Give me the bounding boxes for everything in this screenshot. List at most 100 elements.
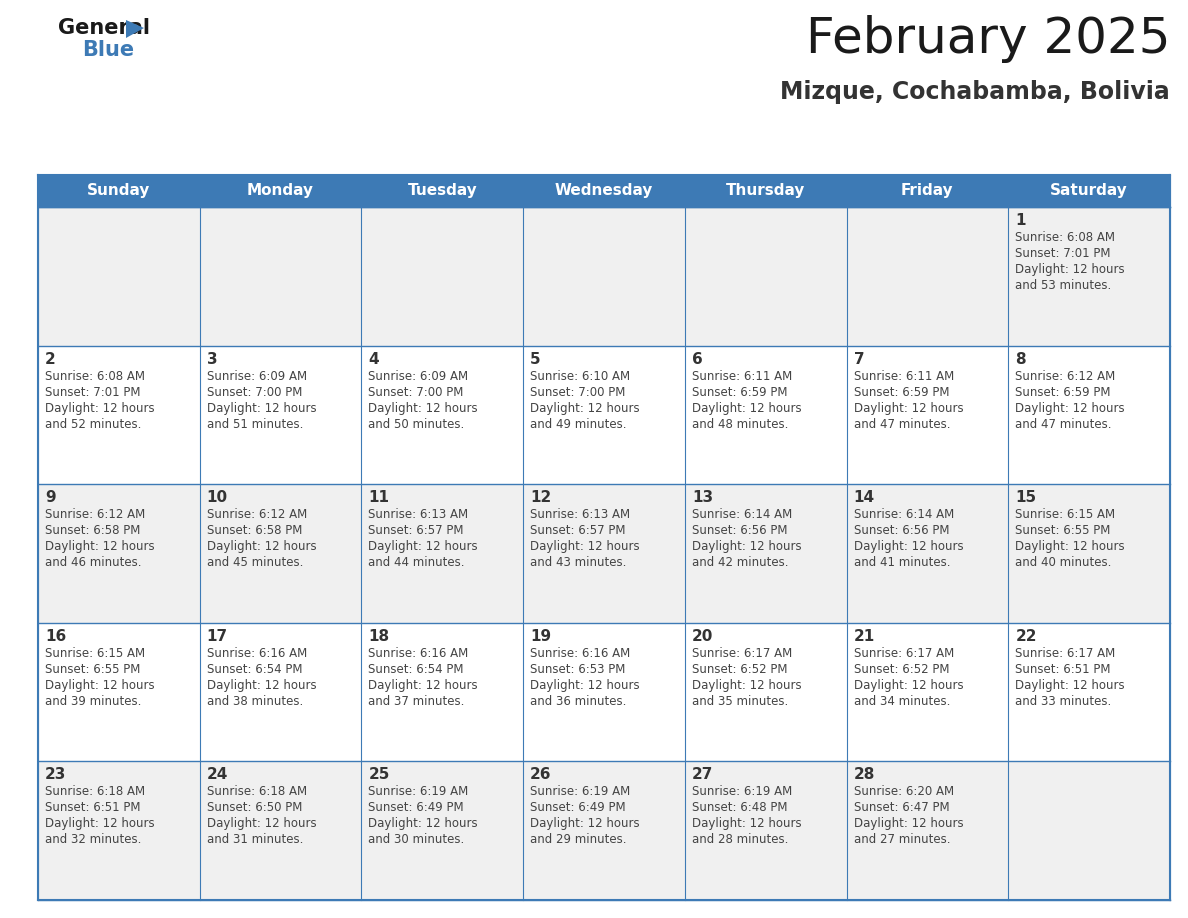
Text: 24: 24 [207, 767, 228, 782]
Text: Sunrise: 6:12 AM: Sunrise: 6:12 AM [207, 509, 307, 521]
Text: Daylight: 12 hours: Daylight: 12 hours [853, 678, 963, 692]
Text: 25: 25 [368, 767, 390, 782]
Text: 27: 27 [691, 767, 713, 782]
Text: Sunset: 6:52 PM: Sunset: 6:52 PM [853, 663, 949, 676]
Text: Sunset: 6:58 PM: Sunset: 6:58 PM [45, 524, 140, 537]
Text: and 33 minutes.: and 33 minutes. [1016, 695, 1112, 708]
Text: 20: 20 [691, 629, 713, 644]
Text: Daylight: 12 hours: Daylight: 12 hours [853, 540, 963, 554]
Text: and 47 minutes.: and 47 minutes. [853, 418, 950, 431]
Text: Sunrise: 6:13 AM: Sunrise: 6:13 AM [530, 509, 631, 521]
Text: Sunrise: 6:18 AM: Sunrise: 6:18 AM [207, 786, 307, 799]
Text: Sunset: 6:49 PM: Sunset: 6:49 PM [368, 801, 465, 814]
Text: 19: 19 [530, 629, 551, 644]
Text: Sunset: 6:58 PM: Sunset: 6:58 PM [207, 524, 302, 537]
Text: and 30 minutes.: and 30 minutes. [368, 834, 465, 846]
Text: 6: 6 [691, 352, 702, 366]
Text: Monday: Monday [247, 184, 314, 198]
Text: Sunset: 6:54 PM: Sunset: 6:54 PM [207, 663, 302, 676]
Text: and 38 minutes.: and 38 minutes. [207, 695, 303, 708]
Text: General: General [58, 18, 150, 38]
Text: Daylight: 12 hours: Daylight: 12 hours [207, 401, 316, 415]
Text: Friday: Friday [902, 184, 954, 198]
Text: Sunset: 6:56 PM: Sunset: 6:56 PM [853, 524, 949, 537]
Text: Sunrise: 6:17 AM: Sunrise: 6:17 AM [853, 647, 954, 660]
Text: Daylight: 12 hours: Daylight: 12 hours [207, 817, 316, 831]
Text: and 28 minutes.: and 28 minutes. [691, 834, 788, 846]
Text: and 39 minutes.: and 39 minutes. [45, 695, 141, 708]
Text: and 48 minutes.: and 48 minutes. [691, 418, 788, 431]
Text: Sunset: 7:00 PM: Sunset: 7:00 PM [368, 386, 463, 398]
Text: Sunset: 6:59 PM: Sunset: 6:59 PM [691, 386, 788, 398]
Text: Sunrise: 6:20 AM: Sunrise: 6:20 AM [853, 786, 954, 799]
Text: and 46 minutes.: and 46 minutes. [45, 556, 141, 569]
Text: Daylight: 12 hours: Daylight: 12 hours [207, 678, 316, 692]
Text: Daylight: 12 hours: Daylight: 12 hours [530, 401, 640, 415]
Text: Sunset: 6:47 PM: Sunset: 6:47 PM [853, 801, 949, 814]
Text: 26: 26 [530, 767, 551, 782]
Text: 17: 17 [207, 629, 228, 644]
Text: Sunrise: 6:15 AM: Sunrise: 6:15 AM [1016, 509, 1116, 521]
Text: and 40 minutes.: and 40 minutes. [1016, 556, 1112, 569]
Text: Sunset: 6:55 PM: Sunset: 6:55 PM [1016, 524, 1111, 537]
Text: Daylight: 12 hours: Daylight: 12 hours [1016, 401, 1125, 415]
Bar [38, 175, 1170, 207]
Text: Sunset: 6:52 PM: Sunset: 6:52 PM [691, 663, 788, 676]
Bar [38, 622, 1170, 761]
Text: Sunrise: 6:11 AM: Sunrise: 6:11 AM [691, 370, 792, 383]
Text: 7: 7 [853, 352, 864, 366]
Text: Sunrise: 6:14 AM: Sunrise: 6:14 AM [853, 509, 954, 521]
Text: Daylight: 12 hours: Daylight: 12 hours [530, 540, 640, 554]
Text: Sunrise: 6:19 AM: Sunrise: 6:19 AM [368, 786, 469, 799]
Text: 3: 3 [207, 352, 217, 366]
Text: Daylight: 12 hours: Daylight: 12 hours [368, 678, 478, 692]
Text: Sunrise: 6:08 AM: Sunrise: 6:08 AM [1016, 231, 1116, 244]
Text: Wednesday: Wednesday [555, 184, 653, 198]
Text: Sunrise: 6:16 AM: Sunrise: 6:16 AM [530, 647, 631, 660]
Text: Sunset: 7:00 PM: Sunset: 7:00 PM [207, 386, 302, 398]
Text: Saturday: Saturday [1050, 184, 1129, 198]
Text: Daylight: 12 hours: Daylight: 12 hours [1016, 540, 1125, 554]
Text: Daylight: 12 hours: Daylight: 12 hours [691, 678, 802, 692]
Text: Mizque, Cochabamba, Bolivia: Mizque, Cochabamba, Bolivia [781, 80, 1170, 104]
Text: Daylight: 12 hours: Daylight: 12 hours [368, 401, 478, 415]
Text: Sunset: 7:01 PM: Sunset: 7:01 PM [1016, 247, 1111, 260]
Text: Daylight: 12 hours: Daylight: 12 hours [691, 540, 802, 554]
Text: Sunset: 6:49 PM: Sunset: 6:49 PM [530, 801, 626, 814]
Text: February 2025: February 2025 [805, 15, 1170, 63]
Text: Sunset: 6:51 PM: Sunset: 6:51 PM [45, 801, 140, 814]
Text: and 31 minutes.: and 31 minutes. [207, 834, 303, 846]
Text: and 29 minutes.: and 29 minutes. [530, 834, 626, 846]
Text: Sunrise: 6:08 AM: Sunrise: 6:08 AM [45, 370, 145, 383]
Text: and 50 minutes.: and 50 minutes. [368, 418, 465, 431]
Text: 9: 9 [45, 490, 56, 505]
Text: 21: 21 [853, 629, 874, 644]
Text: 2: 2 [45, 352, 56, 366]
Text: and 32 minutes.: and 32 minutes. [45, 834, 141, 846]
Text: and 42 minutes.: and 42 minutes. [691, 556, 789, 569]
Text: Sunset: 6:57 PM: Sunset: 6:57 PM [368, 524, 465, 537]
Text: Sunrise: 6:17 AM: Sunrise: 6:17 AM [1016, 647, 1116, 660]
Text: Sunrise: 6:10 AM: Sunrise: 6:10 AM [530, 370, 631, 383]
Text: Thursday: Thursday [726, 184, 805, 198]
Text: Daylight: 12 hours: Daylight: 12 hours [853, 401, 963, 415]
Text: Daylight: 12 hours: Daylight: 12 hours [207, 540, 316, 554]
Text: and 36 minutes.: and 36 minutes. [530, 695, 626, 708]
Text: Sunset: 7:00 PM: Sunset: 7:00 PM [530, 386, 626, 398]
Text: Daylight: 12 hours: Daylight: 12 hours [45, 817, 154, 831]
Text: Sunset: 6:59 PM: Sunset: 6:59 PM [853, 386, 949, 398]
Text: and 43 minutes.: and 43 minutes. [530, 556, 626, 569]
Text: 1: 1 [1016, 213, 1025, 228]
Text: and 41 minutes.: and 41 minutes. [853, 556, 950, 569]
Text: Daylight: 12 hours: Daylight: 12 hours [368, 540, 478, 554]
Text: and 34 minutes.: and 34 minutes. [853, 695, 950, 708]
Text: 15: 15 [1016, 490, 1036, 505]
Text: Sunrise: 6:17 AM: Sunrise: 6:17 AM [691, 647, 792, 660]
Text: 5: 5 [530, 352, 541, 366]
Text: 18: 18 [368, 629, 390, 644]
Text: Sunrise: 6:14 AM: Sunrise: 6:14 AM [691, 509, 792, 521]
Text: Tuesday: Tuesday [407, 184, 478, 198]
Text: 11: 11 [368, 490, 390, 505]
Text: and 45 minutes.: and 45 minutes. [207, 556, 303, 569]
Bar [38, 761, 1170, 900]
